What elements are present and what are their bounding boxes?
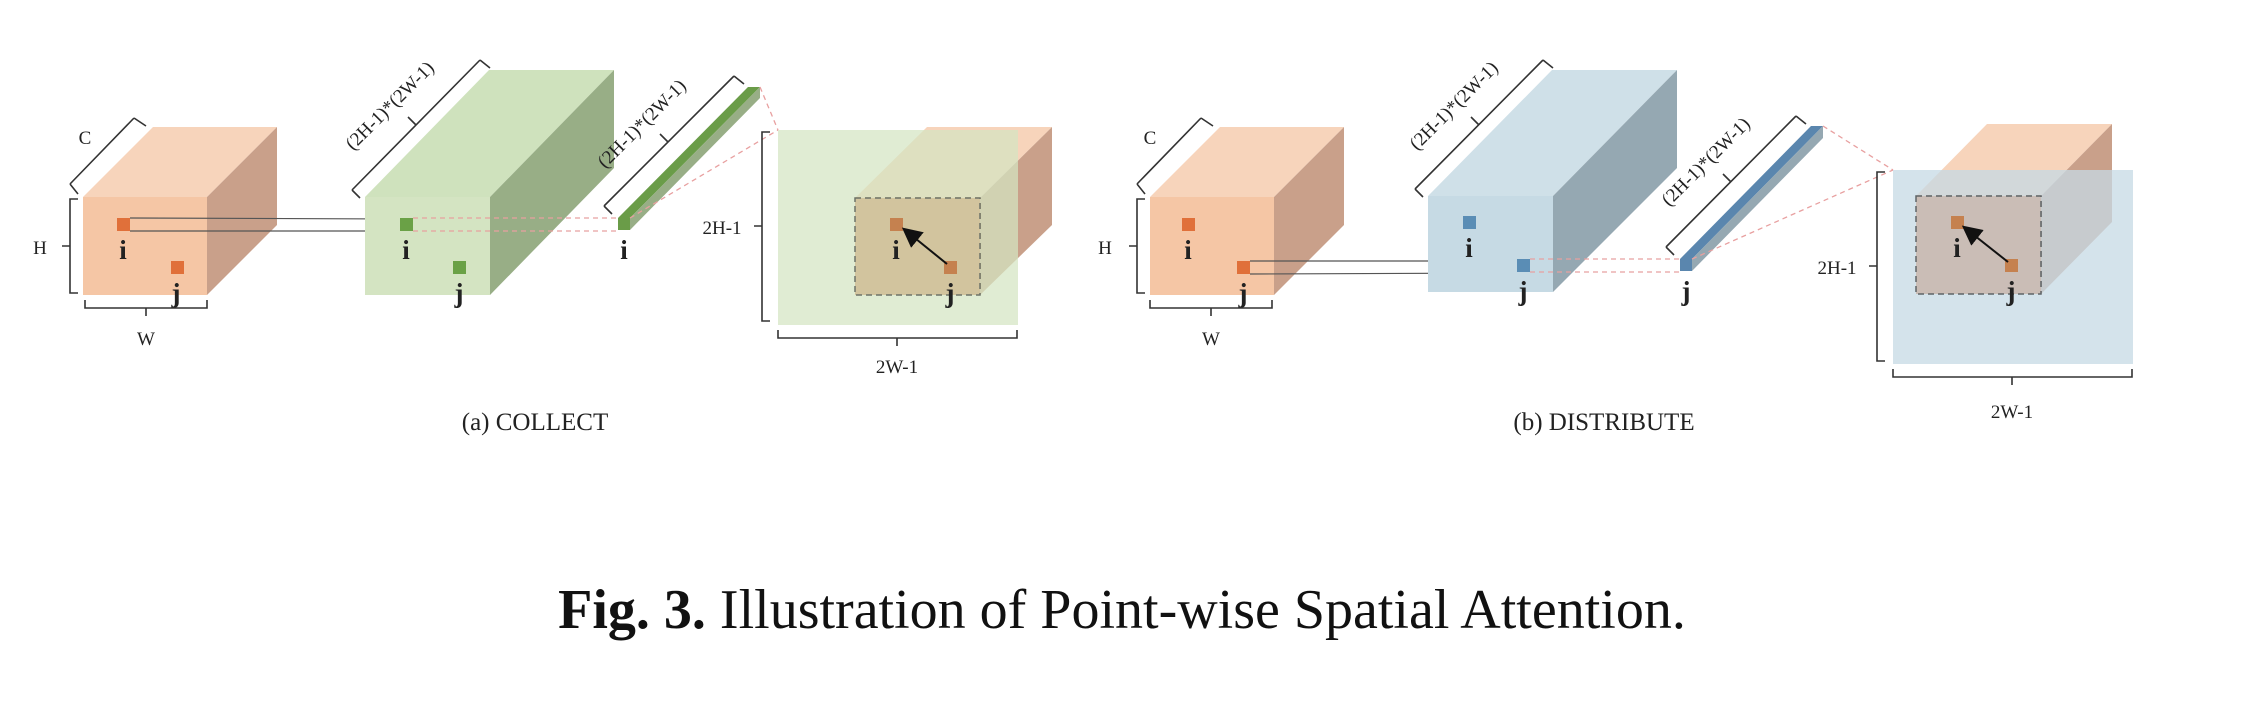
map-local-window bbox=[854, 197, 981, 296]
c-brace bbox=[1136, 117, 1214, 195]
volume-side-face bbox=[490, 70, 614, 295]
depth-brace bbox=[351, 59, 491, 199]
c-brace bbox=[69, 117, 147, 195]
point-i-marker bbox=[1951, 216, 1964, 229]
point-j-marker bbox=[944, 261, 957, 274]
collect-attention-volume: i j (2H-1)*(2W-1) bbox=[342, 58, 614, 308]
depth-brace bbox=[1414, 59, 1554, 198]
point-j-label: j bbox=[1518, 276, 1528, 306]
point-j-marker bbox=[1517, 259, 1530, 272]
volume-top-face bbox=[365, 70, 614, 197]
w-label: W bbox=[137, 329, 155, 350]
collect-map-dashed-links bbox=[629, 86, 779, 219]
w-label: W bbox=[1202, 329, 1220, 350]
vector-bar-front bbox=[1680, 259, 1692, 271]
collect-link-lines bbox=[129, 217, 406, 232]
point-j-marker bbox=[1237, 261, 1250, 274]
h-label: H bbox=[33, 238, 47, 259]
volume-front-face bbox=[1428, 196, 1553, 292]
point-j-label: j bbox=[1681, 276, 1691, 306]
point-i-label: i bbox=[1953, 233, 1961, 263]
point-i-label: i bbox=[1184, 235, 1192, 265]
attention-arrow bbox=[901, 227, 948, 265]
point-i-marker bbox=[400, 218, 413, 231]
figure-caption: Fig. 3. Illustration of Point-wise Spati… bbox=[0, 578, 2244, 642]
w-brace bbox=[1149, 300, 1273, 316]
point-i-marker bbox=[890, 218, 903, 231]
w-brace bbox=[84, 300, 208, 316]
point-j-marker bbox=[171, 261, 184, 274]
distribute-input-cube: i j C H W bbox=[1098, 117, 1344, 350]
distribute-caption: (b) DISTRIBUTE bbox=[1513, 409, 1694, 436]
point-i-label: i bbox=[892, 235, 900, 265]
point-i-label: i bbox=[1465, 233, 1473, 263]
point-j-label: j bbox=[454, 278, 464, 308]
cube-side-face bbox=[1274, 127, 1344, 295]
point-j-label: j bbox=[1238, 278, 1248, 308]
point-i-marker bbox=[117, 218, 130, 231]
w-label: 2W-1 bbox=[876, 357, 918, 378]
attention-arrow bbox=[1961, 225, 2009, 263]
point-j-marker bbox=[2005, 259, 2018, 272]
cube-front-face bbox=[1150, 197, 1274, 295]
distribute-attention-map: i j 2H-1 2W-1 bbox=[1817, 124, 2133, 423]
h-brace bbox=[62, 198, 78, 294]
distribute-panel: i j C H W i j (2H-1)*(2W-1) bbox=[1098, 58, 2133, 436]
h-label: 2H-1 bbox=[702, 218, 741, 239]
collect-panel: i j C H W i j (2H-1)*(2W-1) bbox=[33, 58, 1052, 436]
volume-front-face bbox=[365, 197, 490, 295]
vector-bar-side bbox=[1692, 126, 1823, 271]
distribute-map-dashed-links bbox=[1691, 125, 1894, 260]
w-brace bbox=[777, 330, 1018, 346]
distribute-attention-vector: j (2H-1)*(2W-1) bbox=[1658, 114, 1823, 306]
c-label: C bbox=[79, 128, 92, 149]
collect-caption: (a) COLLECT bbox=[462, 409, 608, 436]
vector-bar bbox=[1680, 126, 1823, 259]
point-j-marker bbox=[453, 261, 466, 274]
vector-bar-side bbox=[630, 87, 760, 230]
w-brace bbox=[1892, 369, 2133, 385]
point-i-label: i bbox=[119, 235, 127, 265]
point-i-marker bbox=[1182, 218, 1195, 231]
figure-label: Fig. 3. bbox=[558, 579, 706, 641]
point-i-label: i bbox=[620, 235, 628, 265]
collect-attention-map: i j 2H-1 2W-1 bbox=[702, 127, 1052, 378]
point-i-label: i bbox=[402, 235, 410, 265]
h-brace bbox=[1129, 198, 1145, 294]
h-brace bbox=[754, 131, 770, 322]
cube-top-face bbox=[83, 127, 277, 197]
point-j-label: j bbox=[2006, 276, 2016, 306]
map-local-window bbox=[1915, 195, 2042, 295]
c-label: C bbox=[1144, 128, 1157, 149]
depth-brace bbox=[1665, 115, 1807, 256]
distribute-dashed-links bbox=[1530, 258, 1680, 273]
point-j-label: j bbox=[945, 278, 955, 308]
w-label: 2W-1 bbox=[1991, 402, 2033, 423]
figure-caption-text: Illustration of Point-wise Spatial Atten… bbox=[719, 579, 1686, 641]
cube-front-face bbox=[83, 197, 207, 295]
volume-side-face bbox=[1553, 70, 1677, 292]
collect-dashed-links bbox=[413, 217, 618, 232]
distribute-attention-volume: i j (2H-1)*(2W-1) bbox=[1406, 58, 1677, 306]
h-brace bbox=[1869, 171, 1885, 362]
cube-top-face bbox=[1150, 127, 1344, 197]
vector-bar bbox=[618, 87, 760, 218]
collect-input-cube: i j C H W bbox=[33, 117, 277, 350]
vector-bar-front bbox=[618, 218, 630, 230]
point-j-label: j bbox=[171, 278, 181, 308]
cube-side-face bbox=[207, 127, 277, 295]
h-label: H bbox=[1098, 238, 1112, 259]
point-i-marker bbox=[1463, 216, 1476, 229]
h-label: 2H-1 bbox=[1817, 258, 1856, 279]
volume-top-face bbox=[1428, 70, 1677, 196]
depth-brace bbox=[603, 75, 745, 215]
